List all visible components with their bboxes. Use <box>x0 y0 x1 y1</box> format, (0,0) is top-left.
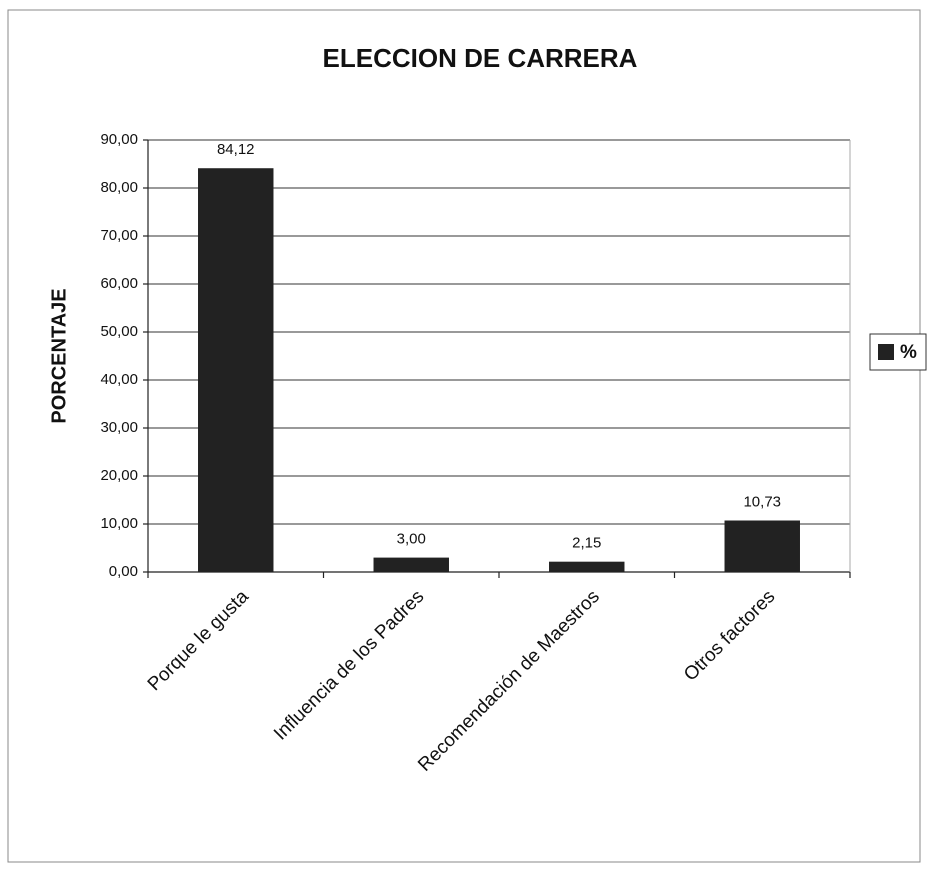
x-tick-label: Influencia de los Padres <box>270 586 428 744</box>
y-tick-label: 90,00 <box>100 131 138 148</box>
bar <box>549 561 625 572</box>
y-tick-label: 10,00 <box>100 515 138 532</box>
y-tick-label: 30,00 <box>100 419 138 436</box>
x-tick-label: Recomendación de Maestros <box>414 586 604 776</box>
data-label: 84,12 <box>217 141 255 158</box>
legend-swatch <box>878 344 894 360</box>
legend-label: % <box>900 342 917 363</box>
bar <box>373 557 449 572</box>
data-label: 2,15 <box>572 535 601 552</box>
data-label: 10,73 <box>743 493 781 510</box>
data-label: 3,00 <box>397 531 426 548</box>
x-tick-label: Otros factores <box>680 586 779 685</box>
chart-title: ELECCION DE CARRERA <box>323 43 638 73</box>
y-tick-label: 20,00 <box>100 467 138 484</box>
y-tick-label: 40,00 <box>100 371 138 388</box>
bar <box>724 520 800 572</box>
y-tick-label: 70,00 <box>100 227 138 244</box>
y-tick-label: 50,00 <box>100 323 138 340</box>
chart-frame <box>7 9 921 863</box>
y-tick-label: 80,00 <box>100 179 138 196</box>
bar <box>198 168 274 572</box>
y-axis-label: PORCENTAJE <box>48 288 70 423</box>
x-tick-label: Porque le gusta <box>144 586 253 695</box>
y-tick-label: 0,00 <box>109 563 138 580</box>
y-tick-label: 60,00 <box>100 275 138 292</box>
